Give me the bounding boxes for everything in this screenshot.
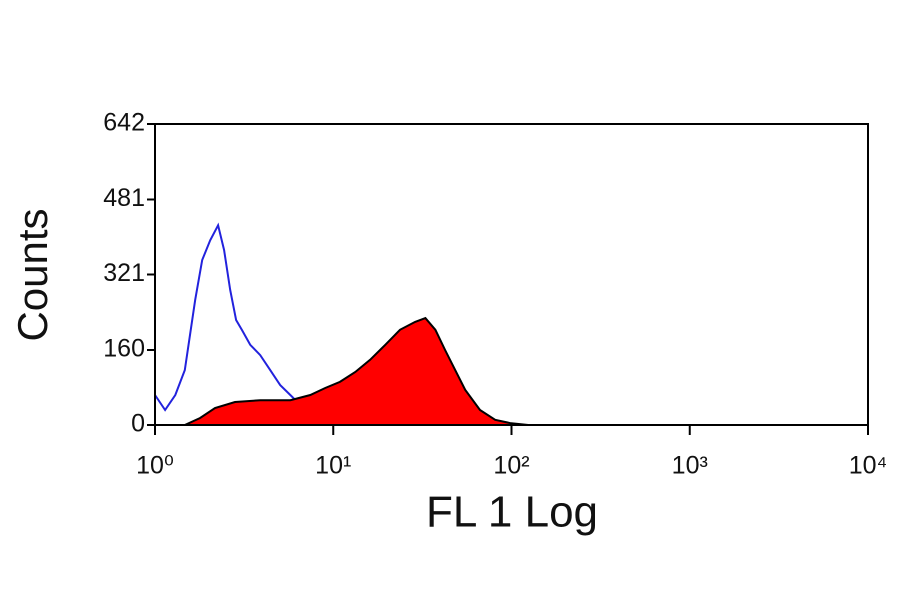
x-tick-label: 10⁴	[849, 452, 888, 480]
x-axis-label: FL 1 Log	[426, 488, 598, 537]
y-tick-label: 481	[103, 184, 145, 212]
histogram-area	[184, 316, 529, 426]
x-tick-label: 10⁰	[136, 452, 174, 480]
x-tick-label: 10²	[493, 452, 529, 480]
y-axis-label: Counts	[9, 208, 56, 341]
y-tick-label: 642	[103, 109, 145, 137]
y-tick-label: 0	[131, 410, 145, 438]
x-tick-label: 10³	[672, 452, 708, 480]
x-tick-label: 10¹	[315, 452, 351, 480]
y-tick-label: 160	[103, 335, 145, 363]
plot-frame	[154, 123, 869, 426]
y-tick-label: 321	[103, 259, 145, 287]
